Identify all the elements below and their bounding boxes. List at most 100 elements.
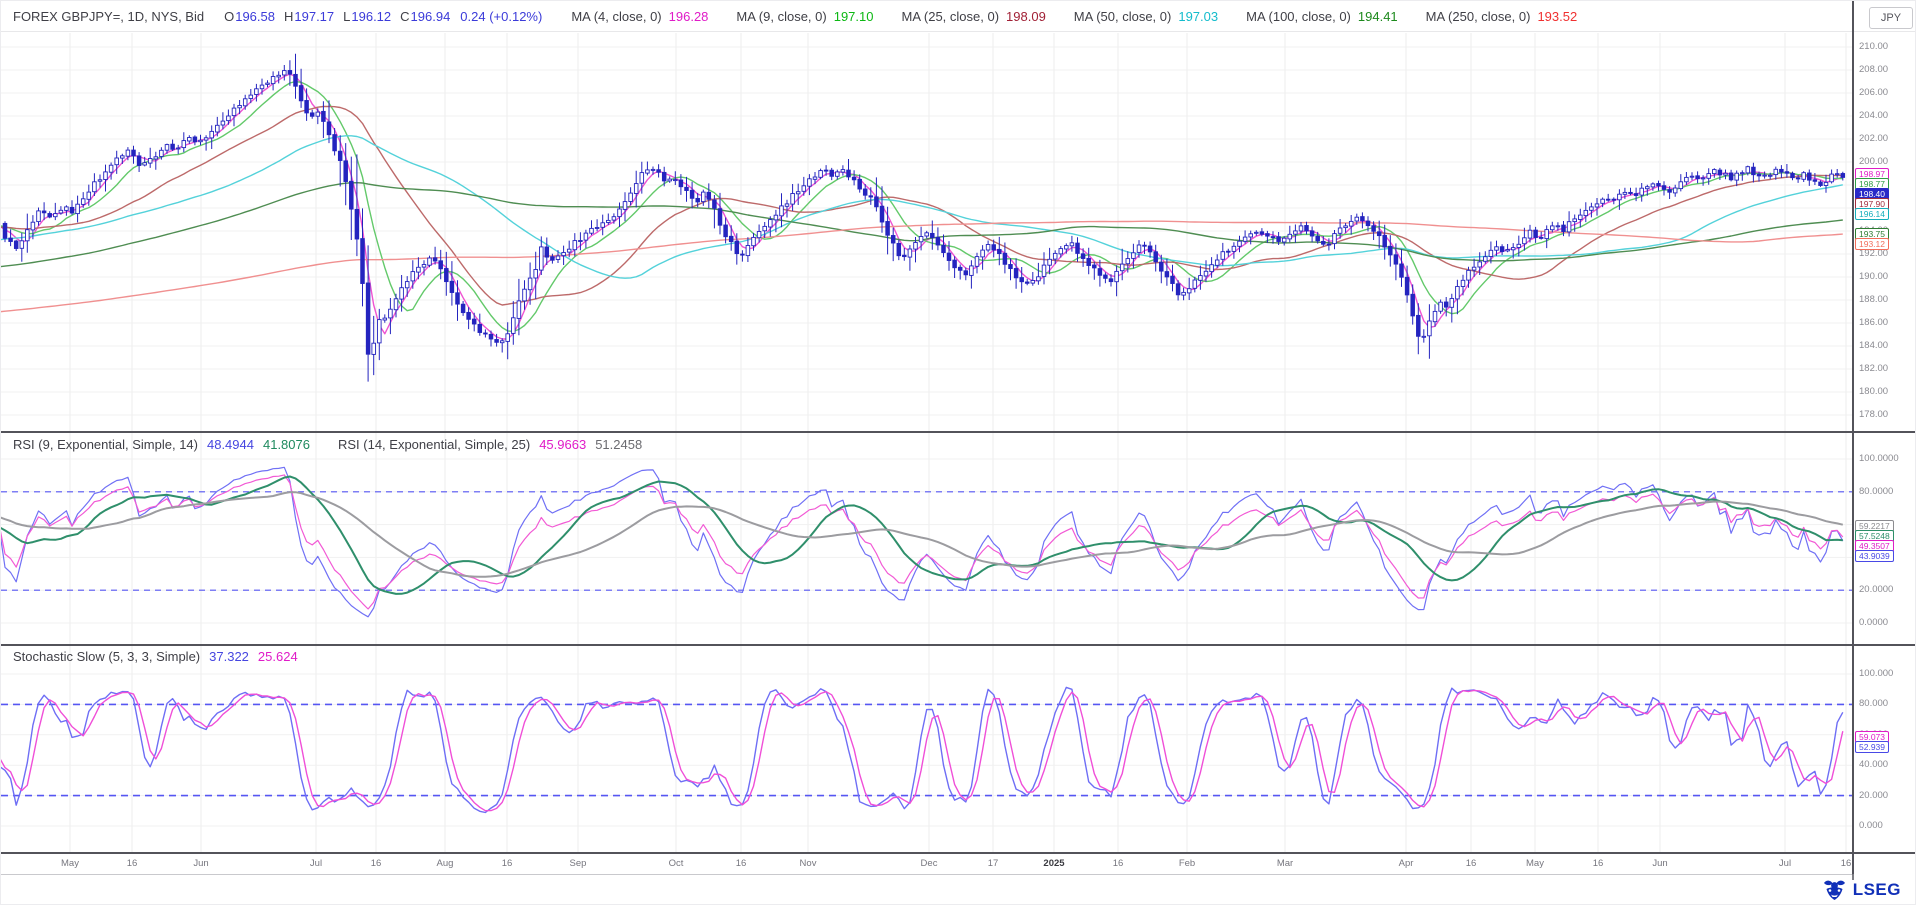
y-axis-tick: 80.0000	[1859, 485, 1894, 497]
y-axis-tick: 204.00	[1859, 110, 1889, 121]
ma-legend-value: 198.09	[1006, 8, 1046, 24]
x-axis-label: 16	[370, 858, 382, 869]
ma-legend-label: MA (50, close, 0)	[1073, 8, 1172, 24]
y-axis-tick: 184.00	[1859, 340, 1889, 351]
x-axis-label: May	[1526, 858, 1544, 869]
x-axis-label: Feb	[1178, 858, 1196, 869]
x-axis-label: Oct	[668, 858, 684, 869]
ohlc-field: L 196.12	[343, 9, 391, 24]
x-axis-label: Jun	[193, 858, 209, 869]
currency-button[interactable]: JPY	[1869, 7, 1913, 29]
x-axis-label: 16	[735, 858, 747, 869]
y-axis-tick: 192.00	[1859, 248, 1889, 259]
x-axis-label: 17	[987, 858, 999, 869]
indicator-value: 37.322	[209, 649, 249, 664]
x-axis-label: 16	[1592, 858, 1604, 869]
indicator-value-badge: 193.12	[1855, 238, 1889, 251]
x-axis-label: 16	[501, 858, 513, 869]
ma-legend-label: MA (25, close, 0)	[901, 8, 1000, 24]
ohlc-field-value: 196.58	[235, 8, 275, 24]
instrument-label[interactable]: FOREX GBPJPY=, 1D, NYS, Bid	[13, 8, 205, 24]
ma-legend-value: 194.41	[1357, 8, 1398, 24]
y-axis-tick: 20.0000	[1859, 584, 1894, 596]
chart-legend-bar: FOREX GBPJPY=, 1D, NYS, Bid O 196.58 H 197.…	[13, 1, 1577, 31]
indicator-value-badge: 52.939	[1855, 740, 1889, 753]
indicator-value: 51.2458	[595, 437, 643, 452]
x-axis-label: Jul	[309, 858, 323, 869]
ma-legend-value: 196.28	[668, 8, 709, 24]
indicator-label: RSI (9, Exponential, Simple, 14)	[13, 437, 198, 452]
y-axis-tick: 20.000	[1859, 789, 1889, 801]
ma-legend-item[interactable]: MA (4, close, 0) 196.28	[571, 9, 708, 24]
y-axis-tick: 180.00	[1859, 386, 1889, 397]
ma-legend-item[interactable]: MA (25, close, 0) 198.09	[901, 9, 1045, 24]
ma-legend-item[interactable]: MA (9, close, 0) 197.10	[736, 9, 873, 24]
y-axis-tick: 202.00	[1859, 133, 1889, 144]
x-axis-label: 16	[1840, 858, 1852, 869]
ma-legend-item[interactable]: MA (50, close, 0) 197.03	[1074, 9, 1218, 24]
ohlc-field-value: 0.24 (+0.12%)	[460, 8, 543, 24]
ma-legend: MA (4, close, 0) 196.28 MA (9, close, 0) 19…	[571, 9, 1577, 24]
ohlc-field-value: 197.17	[294, 8, 335, 24]
indicator-value: 45.9663	[539, 437, 587, 452]
indicator-label: RSI (14, Exponential, Simple, 25)	[337, 437, 531, 452]
y-axis-tick: 210.00	[1859, 41, 1889, 52]
x-axis-label: 16	[126, 858, 138, 869]
x-axis-label: May	[61, 858, 79, 869]
y-axis-tick: 40.000	[1859, 759, 1889, 771]
y-axis-tick: 206.00	[1859, 87, 1889, 98]
x-axis-label: Nov	[799, 858, 817, 869]
x-axis-label: Jun	[1652, 858, 1668, 869]
y-axis-tick: 100.000	[1859, 668, 1894, 679]
ohlc-field-key: O	[224, 8, 235, 24]
ma-legend-label: MA (100, close, 0)	[1246, 8, 1351, 24]
ma-legend-item[interactable]: MA (250, close, 0) 193.52	[1426, 9, 1578, 24]
y-axis-tick: 208.00	[1859, 64, 1889, 75]
ma-legend-label: MA (4, close, 0)	[571, 8, 662, 24]
ohlc-field-key: H	[283, 8, 294, 24]
y-axis-tick: 186.00	[1859, 317, 1889, 328]
rsi-legend-group[interactable]: RSI (9, Exponential, Simple, 14) 48.4944 4…	[13, 437, 310, 452]
rsi-legend[interactable]: RSI (9, Exponential, Simple, 14) 48.4944 4…	[13, 437, 642, 452]
ma-legend-label: MA (9, close, 0)	[736, 8, 827, 24]
ma-legend-value: 197.03	[1178, 8, 1219, 24]
y-axis-tick: 182.00	[1859, 363, 1889, 374]
x-axis-label: Sep	[569, 858, 587, 869]
x-axis-label: 16	[1465, 858, 1477, 869]
y-axis-tick: 0.000	[1859, 820, 1883, 831]
indicator-value-badge: 43.9039	[1855, 550, 1894, 563]
ohlc-field-key: C	[400, 8, 410, 24]
x-axis-label: Jul	[1778, 858, 1792, 869]
stochastic-legend-group[interactable]: Stochastic Slow (5, 3, 3, Simple) 37.322 2…	[13, 649, 298, 664]
stochastic-legend[interactable]: Stochastic Slow (5, 3, 3, Simple) 37.322 2…	[13, 649, 298, 664]
ohlc-field: 0.24 (+0.12%)	[459, 9, 542, 24]
indicator-value: 25.624	[257, 649, 298, 664]
ohlc-field-key: L	[343, 8, 351, 24]
x-axis-label: Mar	[1276, 858, 1294, 869]
ma-legend-label: MA (250, close, 0)	[1425, 8, 1531, 24]
x-axis-label: 16	[1112, 858, 1124, 869]
rsi-legend-group[interactable]: RSI (14, Exponential, Simple, 25) 45.9663…	[338, 437, 642, 452]
indicator-value: 48.4944	[206, 437, 254, 452]
x-axis-label: Aug	[436, 858, 454, 869]
ohlc-field-value: 196.12	[351, 8, 392, 24]
x-axis-label: Apr	[1398, 858, 1414, 869]
x-axis-label: Dec	[920, 858, 938, 869]
y-axis-tick: 190.00	[1859, 271, 1889, 282]
ohlc-readout: O 196.58 H 197.17 L 196.12 C 196.94 0.24 (+0.12%…	[224, 9, 551, 24]
indicator-value-badge: 196.14	[1855, 208, 1889, 221]
indicator-value: 41.8076	[262, 437, 310, 452]
y-axis-tick: 188.00	[1859, 294, 1889, 305]
lseg-logo-text: LSEG	[1852, 879, 1901, 899]
ohlc-field: H 197.17	[284, 9, 334, 24]
indicator-label: Stochastic Slow (5, 3, 3, Simple)	[13, 649, 201, 664]
ma-legend-item[interactable]: MA (100, close, 0) 194.41	[1246, 9, 1398, 24]
y-axis-tick: 0.0000	[1859, 617, 1889, 628]
ohlc-field: O 196.58	[224, 9, 275, 24]
ma-legend-value: 193.52	[1537, 8, 1578, 24]
lseg-crest-icon	[1823, 880, 1845, 900]
ohlc-field-value: 196.94	[410, 8, 451, 24]
lseg-logo: LSEG	[1821, 878, 1901, 901]
